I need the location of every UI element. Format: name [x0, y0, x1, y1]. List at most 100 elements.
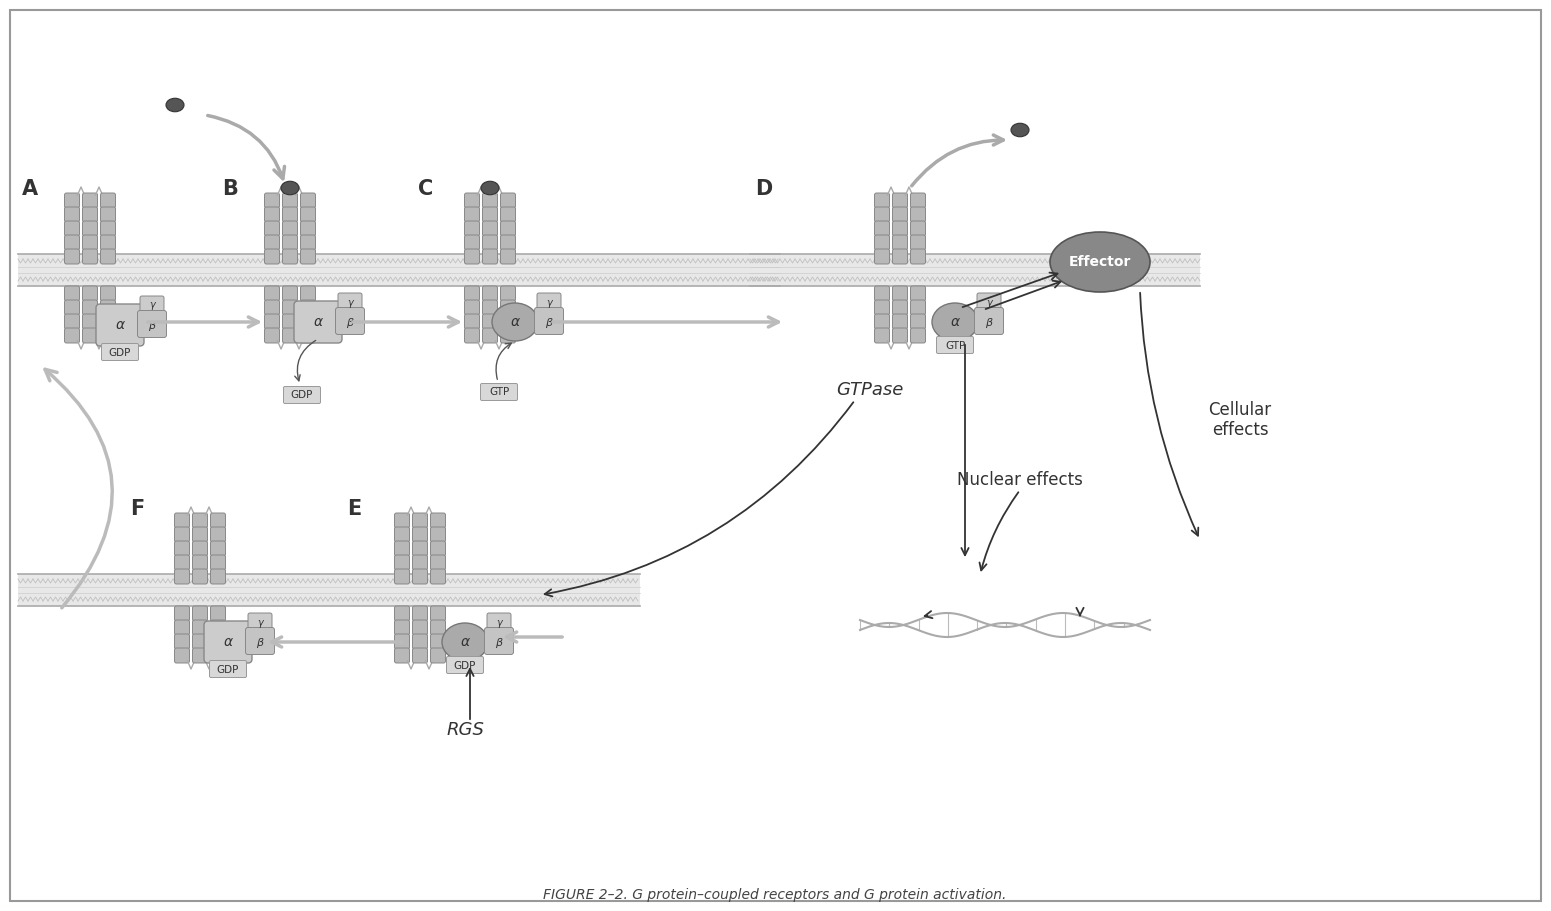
FancyBboxPatch shape — [394, 513, 409, 528]
FancyBboxPatch shape — [892, 286, 907, 301]
FancyBboxPatch shape — [9, 10, 1542, 901]
FancyBboxPatch shape — [192, 527, 208, 542]
FancyBboxPatch shape — [19, 574, 641, 606]
FancyBboxPatch shape — [447, 657, 484, 673]
FancyBboxPatch shape — [501, 300, 515, 315]
FancyBboxPatch shape — [413, 513, 428, 528]
FancyBboxPatch shape — [301, 235, 315, 250]
FancyBboxPatch shape — [175, 606, 189, 621]
FancyBboxPatch shape — [394, 569, 409, 584]
FancyBboxPatch shape — [101, 207, 115, 222]
FancyBboxPatch shape — [413, 606, 428, 621]
FancyBboxPatch shape — [301, 286, 315, 301]
FancyBboxPatch shape — [431, 648, 445, 663]
FancyBboxPatch shape — [910, 193, 926, 208]
FancyBboxPatch shape — [482, 249, 498, 264]
FancyBboxPatch shape — [875, 328, 890, 343]
FancyBboxPatch shape — [192, 555, 208, 570]
Text: β: β — [985, 318, 993, 328]
FancyBboxPatch shape — [431, 569, 445, 584]
FancyBboxPatch shape — [82, 314, 98, 329]
Text: D: D — [755, 179, 772, 199]
FancyBboxPatch shape — [265, 300, 279, 315]
FancyBboxPatch shape — [65, 286, 79, 301]
Text: α: α — [951, 315, 960, 329]
FancyBboxPatch shape — [265, 221, 279, 236]
FancyBboxPatch shape — [265, 314, 279, 329]
FancyBboxPatch shape — [464, 235, 479, 250]
Text: GTP: GTP — [945, 341, 965, 351]
FancyBboxPatch shape — [175, 513, 189, 528]
FancyBboxPatch shape — [892, 300, 907, 315]
FancyBboxPatch shape — [464, 314, 479, 329]
FancyBboxPatch shape — [431, 620, 445, 635]
FancyBboxPatch shape — [301, 207, 315, 222]
FancyBboxPatch shape — [82, 286, 98, 301]
FancyBboxPatch shape — [537, 293, 561, 312]
FancyBboxPatch shape — [205, 621, 251, 663]
FancyBboxPatch shape — [101, 328, 115, 343]
FancyBboxPatch shape — [464, 207, 479, 222]
FancyBboxPatch shape — [295, 301, 343, 343]
FancyBboxPatch shape — [301, 328, 315, 343]
Text: Effector: Effector — [1069, 255, 1131, 269]
FancyBboxPatch shape — [211, 606, 225, 621]
FancyBboxPatch shape — [501, 314, 515, 329]
FancyBboxPatch shape — [101, 300, 115, 315]
Text: F: F — [130, 499, 144, 519]
Text: β: β — [346, 318, 354, 328]
FancyBboxPatch shape — [284, 386, 321, 404]
Text: Cellular
effects: Cellular effects — [1208, 401, 1272, 439]
FancyBboxPatch shape — [464, 300, 479, 315]
FancyBboxPatch shape — [535, 308, 563, 334]
FancyBboxPatch shape — [431, 541, 445, 556]
FancyBboxPatch shape — [175, 541, 189, 556]
FancyBboxPatch shape — [101, 235, 115, 250]
FancyBboxPatch shape — [192, 541, 208, 556]
FancyBboxPatch shape — [394, 541, 409, 556]
FancyBboxPatch shape — [301, 193, 315, 208]
FancyBboxPatch shape — [209, 660, 247, 678]
Text: C: C — [419, 179, 433, 199]
FancyBboxPatch shape — [192, 606, 208, 621]
FancyBboxPatch shape — [431, 527, 445, 542]
Ellipse shape — [1050, 232, 1149, 292]
FancyBboxPatch shape — [464, 249, 479, 264]
FancyBboxPatch shape — [175, 620, 189, 635]
FancyBboxPatch shape — [65, 207, 79, 222]
Text: α: α — [510, 315, 520, 329]
FancyBboxPatch shape — [892, 207, 907, 222]
FancyBboxPatch shape — [282, 314, 298, 329]
FancyBboxPatch shape — [211, 555, 225, 570]
FancyBboxPatch shape — [82, 328, 98, 343]
FancyBboxPatch shape — [245, 628, 275, 654]
Text: E: E — [347, 499, 361, 519]
FancyBboxPatch shape — [101, 343, 138, 361]
FancyBboxPatch shape — [65, 221, 79, 236]
FancyBboxPatch shape — [282, 207, 298, 222]
Ellipse shape — [481, 181, 499, 195]
FancyBboxPatch shape — [282, 235, 298, 250]
FancyBboxPatch shape — [487, 613, 510, 632]
Text: γ: γ — [257, 618, 262, 628]
FancyBboxPatch shape — [211, 620, 225, 635]
FancyBboxPatch shape — [82, 249, 98, 264]
FancyBboxPatch shape — [265, 235, 279, 250]
Text: B: B — [222, 179, 237, 199]
FancyBboxPatch shape — [175, 555, 189, 570]
FancyBboxPatch shape — [82, 235, 98, 250]
Text: GDP: GDP — [109, 348, 132, 358]
Text: FIGURE 2–2. G protein–coupled receptors and G protein activation.: FIGURE 2–2. G protein–coupled receptors … — [543, 888, 1007, 902]
FancyBboxPatch shape — [875, 221, 890, 236]
FancyBboxPatch shape — [19, 254, 780, 286]
FancyBboxPatch shape — [248, 613, 271, 632]
FancyBboxPatch shape — [211, 541, 225, 556]
FancyBboxPatch shape — [910, 300, 926, 315]
Text: α: α — [223, 635, 233, 649]
FancyBboxPatch shape — [82, 207, 98, 222]
FancyBboxPatch shape — [501, 328, 515, 343]
FancyBboxPatch shape — [282, 193, 298, 208]
FancyBboxPatch shape — [265, 193, 279, 208]
FancyBboxPatch shape — [65, 193, 79, 208]
Text: Nuclear effects: Nuclear effects — [957, 471, 1083, 489]
